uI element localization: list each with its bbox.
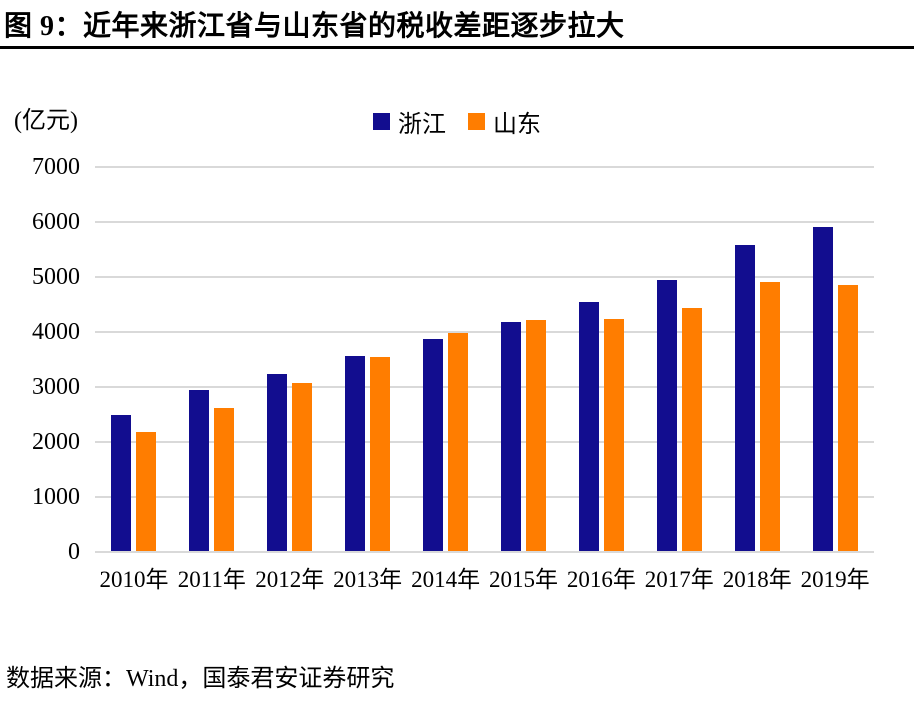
y-tick-2000: 2000 [32,429,80,455]
y-tick-6000: 6000 [32,209,80,235]
legend-item-浙江: 浙江 [373,104,446,139]
x-tick-2017年: 2017年 [644,567,714,592]
bar-group-2018年 [718,166,796,551]
legend-label: 浙江 [398,112,446,138]
gridline-0 [95,551,874,553]
bar-山东-2010年 [136,432,157,551]
bar-浙江-2011年 [189,389,210,551]
bar-山东-2016年 [603,318,624,551]
x-tick-2016年: 2016年 [566,567,636,592]
x-tick-2019年: 2019年 [800,567,870,592]
bar-山东-2017年 [681,308,702,551]
bar-山东-2013年 [370,357,391,551]
bar-浙江-2015年 [500,322,521,551]
bar-group-2019年 [796,166,874,551]
bar-山东-2018年 [759,282,780,551]
legend-label: 山东 [493,112,541,138]
bar-浙江-2019年 [812,227,833,551]
gridline-2000 [95,441,874,444]
bar-group-2016年 [562,166,640,551]
figure-label: 图 9： [4,11,84,42]
x-tick-2010年: 2010年 [99,567,169,592]
x-tick-2013年: 2013年 [333,567,403,592]
bar-浙江-2016年 [578,301,599,551]
y-tick-0: 0 [68,539,80,565]
gridline-1000 [95,496,874,499]
gridline-5000 [95,276,874,278]
bar-浙江-2013年 [345,355,366,551]
bar-group-2014年 [407,166,485,551]
x-tick-2014年: 2014年 [411,567,481,592]
legend-swatch-icon [468,113,485,130]
y-tick-7000: 7000 [32,154,80,180]
data-source-note: 数据来源：Wind，国泰君安证券研究 [6,666,395,692]
gridline-3000 [95,386,874,388]
figure-title-text: 近年来浙江省与山东省的税收差距逐步拉大 [83,11,625,42]
y-axis-unit-label: (亿元) [14,108,78,134]
legend-item-山东: 山东 [468,104,541,139]
y-axis-tick-labels: 0 1000 2000 3000 4000 5000 6000 7000 [0,154,80,565]
gridline-7000 [95,166,874,168]
bar-浙江-2017年 [656,279,677,551]
gridline-6000 [95,221,874,223]
y-tick-1000: 1000 [32,484,80,510]
x-tick-2012年: 2012年 [255,567,325,592]
bar-浙江-2018年 [734,244,755,551]
bar-浙江-2012年 [267,373,288,551]
bar-group-2012年 [251,166,329,551]
bar-山东-2019年 [837,285,858,551]
legend-swatch-icon [373,113,390,130]
plot-area [95,166,874,553]
x-tick-2018年: 2018年 [722,567,792,592]
bar-group-2013年 [329,166,407,551]
bar-浙江-2010年 [111,414,132,551]
y-tick-3000: 3000 [32,374,80,400]
figure-title: 图 9：近年来浙江省与山东省的税收差距逐步拉大 [4,4,912,44]
bar-山东-2014年 [448,332,469,551]
bar-浙江-2014年 [423,338,444,551]
title-divider [0,46,914,49]
y-tick-4000: 4000 [32,319,80,345]
bar-group-2017年 [640,166,718,551]
bar-山东-2012年 [292,383,313,551]
gridline-4000 [95,331,874,334]
bar-group-2011年 [173,166,251,551]
bar-山东-2011年 [214,408,235,551]
y-tick-5000: 5000 [32,264,80,290]
bars-container [95,166,874,551]
bar-group-2015年 [485,166,563,551]
x-tick-2011年: 2011年 [177,567,246,592]
bar-group-2010年 [95,166,173,551]
bar-山东-2015年 [525,320,546,551]
x-tick-2015年: 2015年 [488,567,558,592]
chart-legend: 浙江 山东 [0,104,914,139]
x-axis-tick-labels: 2010年 2011年 2012年 2013年 2014年 2015年 2016年 2017年… [95,560,874,594]
